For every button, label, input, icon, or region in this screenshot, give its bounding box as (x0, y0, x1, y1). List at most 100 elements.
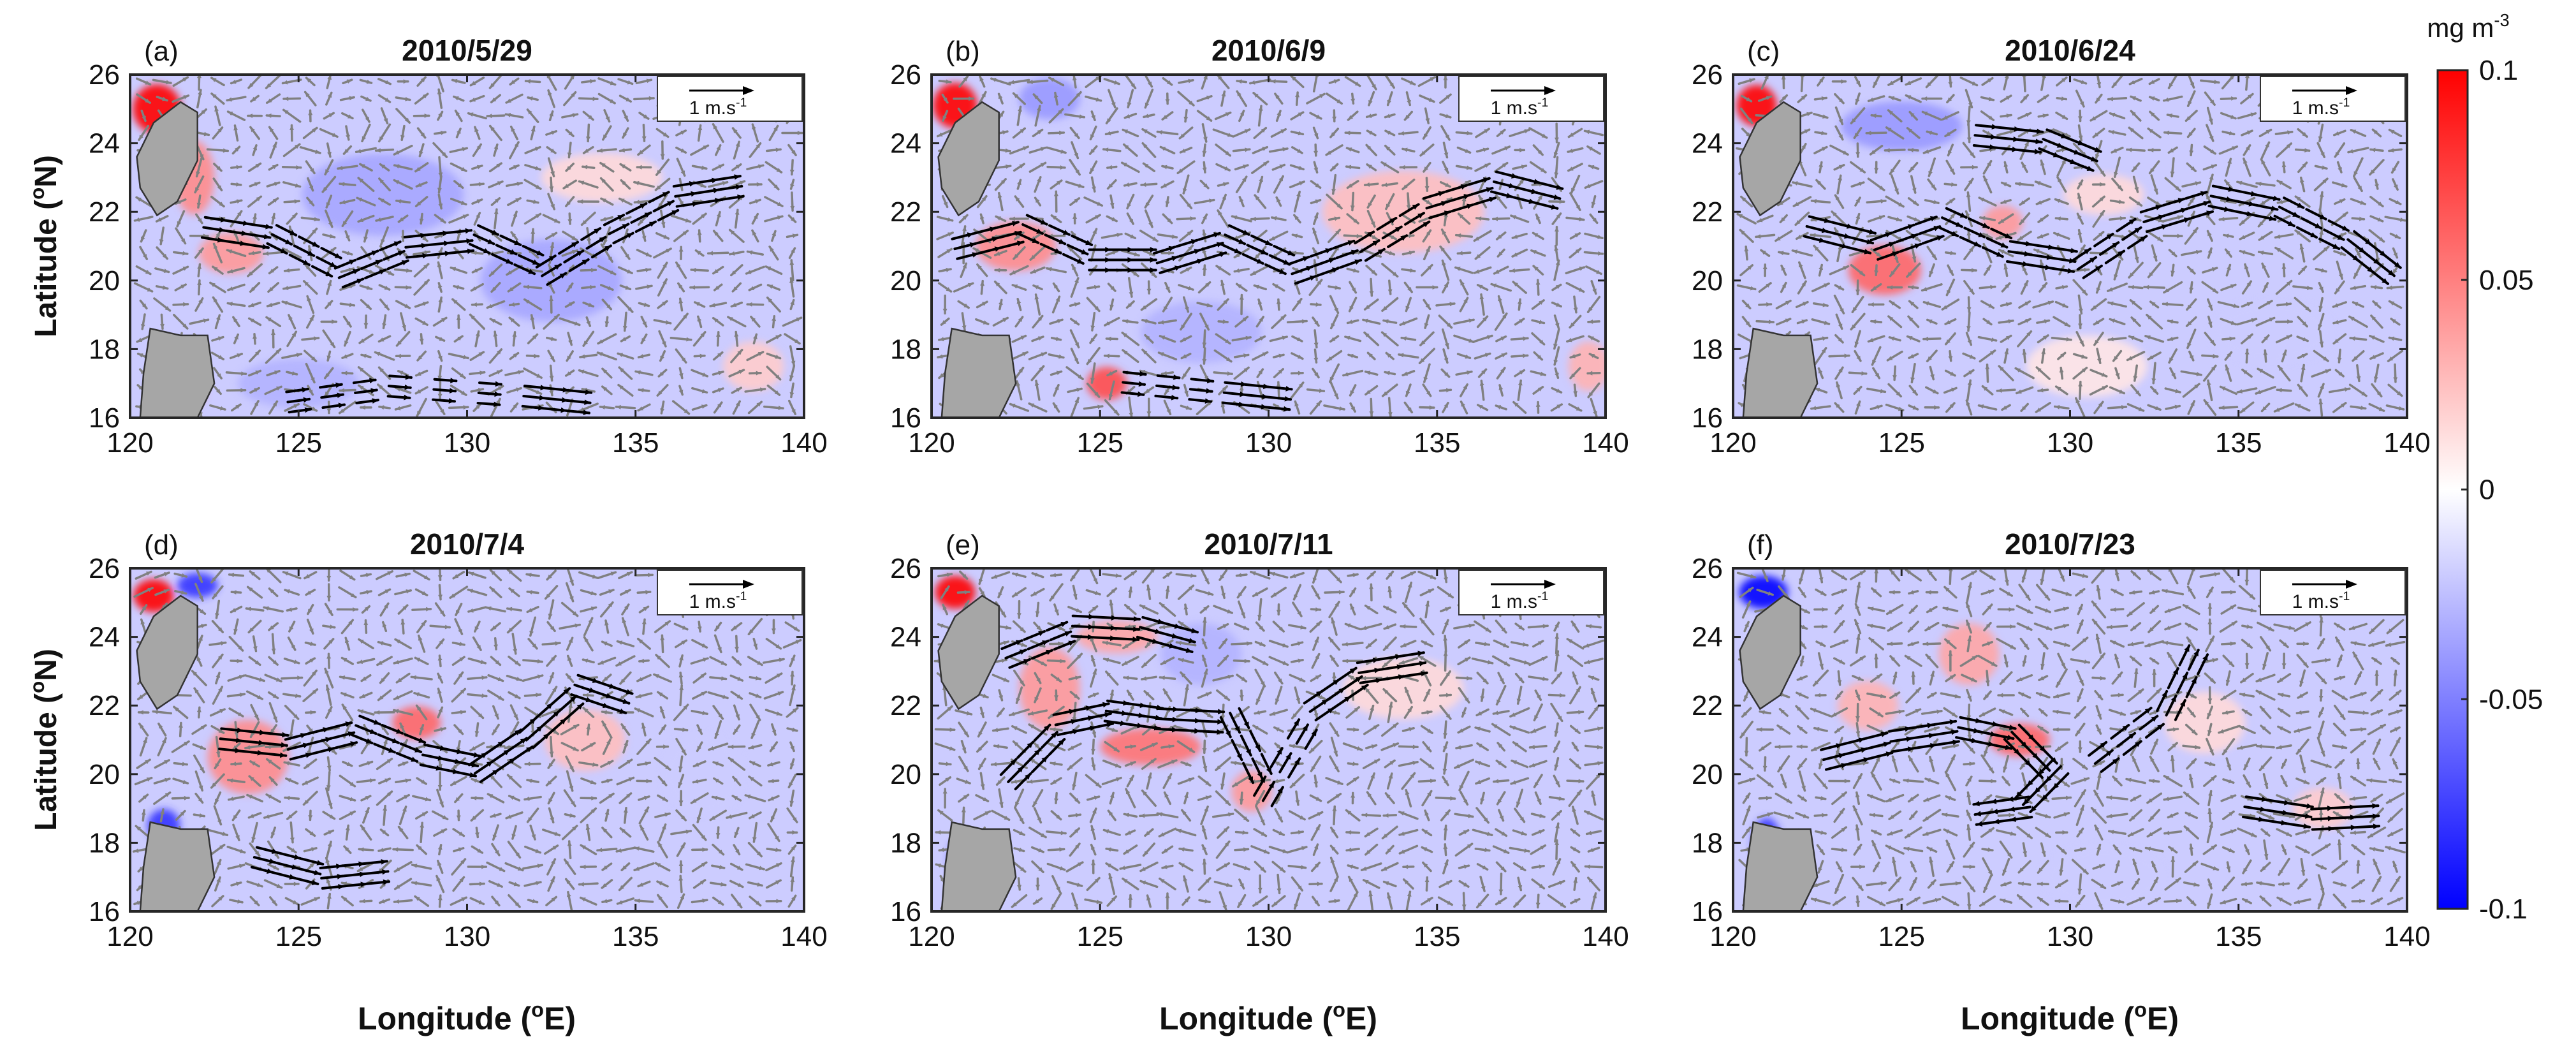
current-arrowhead (2332, 244, 2339, 249)
x-tick-label: 120 (106, 427, 153, 459)
velocity-arrowhead (586, 321, 590, 327)
velocity-arrowhead (1745, 321, 1750, 327)
velocity-arrowhead (1346, 165, 1352, 170)
velocity-arrowhead (2207, 248, 2213, 254)
velocity-arrowhead (1333, 393, 1338, 399)
velocity-arrowhead (2171, 372, 2176, 378)
velocity-arrowhead (293, 404, 299, 409)
velocity-arrowhead (2062, 303, 2068, 307)
velocity-arrowhead (438, 203, 443, 209)
velocity-arrowhead (506, 113, 511, 117)
current-arrowhead (582, 259, 589, 265)
velocity-arrowhead (535, 166, 541, 171)
velocity-arrowhead (1271, 79, 1276, 84)
velocity-arrowhead (1889, 336, 1895, 341)
velocity-arrowhead (641, 337, 646, 343)
current-arrowhead (492, 230, 499, 235)
current-arrowhead (371, 250, 378, 256)
anomaly-patch (1140, 301, 1262, 363)
velocity-arrowhead (1554, 246, 1559, 251)
velocity-arrowhead (1181, 337, 1187, 342)
velocity-arrowhead (1859, 168, 1865, 173)
velocity-arrowhead (1129, 291, 1134, 297)
velocity-arrowhead (610, 270, 615, 274)
velocity-arrowhead (357, 197, 363, 202)
velocity-arrowhead (1950, 371, 1956, 376)
velocity-arrowhead (2211, 165, 2216, 169)
velocity-arrowhead (328, 221, 333, 227)
velocity-arrowhead (1278, 176, 1284, 182)
current-arrowhead (1332, 267, 1338, 273)
current-arrowhead (1284, 406, 1290, 412)
current-arrowhead (571, 242, 578, 248)
velocity-arrowhead (2345, 387, 2350, 392)
velocity-arrowhead (1335, 285, 1340, 290)
velocity-arrowhead (735, 164, 741, 169)
velocity-arrowhead (1854, 341, 1859, 347)
velocity-arrowhead (2190, 166, 2196, 172)
velocity-arrowhead (1409, 251, 1414, 255)
velocity-arrowhead (620, 148, 626, 152)
velocity-arrowhead (1297, 149, 1303, 153)
current-arrowhead (422, 253, 428, 259)
velocity-arrowhead (634, 200, 640, 205)
current-arrowhead (1911, 233, 1918, 239)
velocity-arrowhead (1968, 247, 1973, 253)
velocity-arrowhead (1333, 79, 1339, 84)
velocity-arrowhead (620, 216, 626, 221)
velocity-arrowhead (2220, 387, 2226, 391)
current-arrowhead (1105, 257, 1111, 263)
velocity-arrowhead (1111, 102, 1116, 108)
velocity-arrowhead (1037, 336, 1043, 341)
current-arrowhead (2337, 234, 2344, 240)
velocity-arrowhead (2082, 290, 2087, 295)
velocity-arrowhead (160, 323, 165, 329)
anomaly-patch (2063, 174, 2144, 216)
velocity-arrowhead (2370, 271, 2376, 277)
velocity-arrowhead (441, 130, 446, 135)
velocity-arrowhead (2339, 251, 2345, 256)
velocity-arrowhead (2244, 264, 2249, 270)
velocity-arrowhead (2168, 336, 2174, 341)
velocity-arrowhead (2220, 217, 2225, 222)
velocity-arrowhead (1745, 303, 1750, 309)
velocity-arrowhead (703, 145, 708, 150)
velocity-arrowhead (579, 369, 585, 374)
velocity-arrowhead (1251, 216, 1256, 221)
velocity-arrowhead (2210, 339, 2215, 345)
velocity-arrowhead (2302, 131, 2308, 137)
current-arrowhead (1869, 229, 1876, 235)
velocity-arrowhead (2186, 321, 2192, 327)
velocity-arrowhead (1449, 302, 1454, 307)
velocity-arrowhead (1934, 405, 1939, 410)
velocity-arrowhead (248, 83, 254, 88)
velocity-arrowhead (1747, 265, 1753, 270)
velocity-arrowhead (513, 212, 518, 217)
y-tick-label: 26 (890, 59, 921, 91)
velocity-arrowhead (2006, 113, 2012, 118)
velocity-arrowhead (1425, 118, 1430, 124)
velocity-arrowhead (1915, 236, 1921, 241)
current-arrowhead (585, 389, 592, 395)
velocity-arrowhead (405, 96, 410, 101)
velocity-arrowhead (728, 317, 733, 321)
velocity-arrowhead (214, 107, 219, 112)
velocity-arrowhead (1814, 246, 1819, 251)
velocity-arrowhead (1555, 323, 1560, 328)
velocity-arrowhead (1922, 286, 1928, 291)
velocity-arrowhead (2394, 234, 2400, 239)
velocity-arrowhead (2301, 353, 2307, 358)
velocity-arrowhead (1182, 354, 1187, 358)
velocity-arrowhead (756, 402, 762, 407)
velocity-arrowhead (1398, 353, 1404, 358)
current-arrowhead (1171, 256, 1178, 261)
velocity-arrowhead (424, 114, 429, 118)
velocity-arrowhead (2135, 390, 2141, 395)
velocity-arrowhead (1444, 342, 1449, 348)
velocity-arrowhead (1855, 152, 1861, 157)
current-arrowhead (397, 251, 404, 256)
velocity-arrowhead (2008, 319, 2014, 324)
velocity-arrowhead (590, 78, 595, 84)
velocity-arrowhead (2044, 319, 2049, 324)
velocity-arrowhead (1314, 151, 1319, 156)
